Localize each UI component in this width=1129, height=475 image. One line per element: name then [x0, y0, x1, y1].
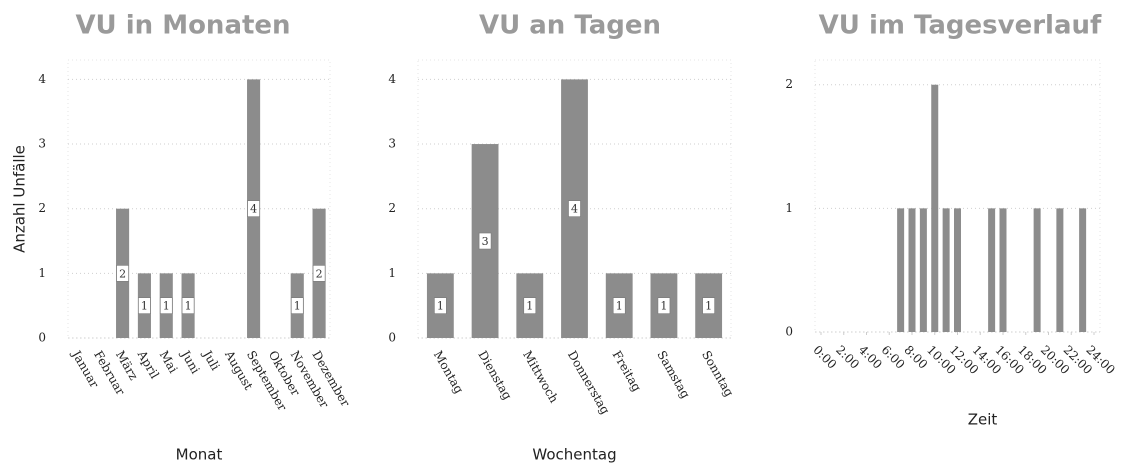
- data-label: 1: [705, 300, 712, 313]
- plot-border: [814, 59, 1101, 333]
- y-tick-label: 3: [38, 137, 46, 151]
- y-tick-label: 4: [38, 72, 46, 86]
- data-label-box: [702, 297, 715, 314]
- data-label: 1: [185, 300, 192, 313]
- data-label: 4: [571, 203, 578, 216]
- data-label-box: [612, 297, 626, 314]
- y-tick-label: 1: [785, 201, 793, 215]
- bar: [908, 208, 916, 332]
- bar: [999, 208, 1007, 332]
- data-label-box: [138, 297, 151, 314]
- chart-title: VU im Tagesverlauf: [819, 11, 1102, 41]
- y-tick-label: 2: [785, 77, 793, 91]
- data-label: 4: [250, 203, 257, 216]
- x-axis-label: Zeit: [968, 411, 998, 429]
- data-label: 1: [616, 300, 623, 313]
- x-tick-label: 8:00: [901, 343, 930, 372]
- chart-title: VU in Monaten: [75, 11, 290, 41]
- x-axis-label: Monat: [176, 446, 223, 464]
- x-tick-label: 4:00: [856, 343, 885, 372]
- data-label-box: [478, 232, 492, 250]
- y-tick-label: 0: [38, 331, 46, 345]
- y-tick-label: 1: [388, 266, 396, 280]
- data-label: 1: [437, 300, 444, 313]
- data-label-box: [159, 297, 173, 314]
- data-label: 1: [294, 300, 301, 313]
- x-axis-label: Wochentag: [532, 446, 616, 464]
- data-label: 1: [141, 300, 148, 313]
- plot-border: [417, 59, 732, 339]
- data-label-box: [523, 297, 537, 314]
- y-tick-label: 2: [388, 201, 396, 215]
- x-tick-label: Freitag: [610, 348, 645, 394]
- data-label-box: [568, 200, 581, 217]
- plot-border: [67, 59, 331, 339]
- data-label: 2: [316, 267, 323, 280]
- data-label: 1: [660, 300, 667, 313]
- data-label-box: [116, 265, 129, 282]
- x-tick-label: Montag: [431, 348, 467, 396]
- data-label: 3: [482, 235, 489, 248]
- data-label-box: [290, 297, 304, 314]
- bar: [942, 208, 950, 332]
- x-tick-label: Samstag: [654, 348, 693, 401]
- x-tick-label: Sonntag: [699, 348, 737, 399]
- bar: [897, 208, 905, 332]
- data-label-box: [434, 297, 447, 314]
- x-tick-label: Dienstag: [475, 348, 514, 402]
- x-tick-label: Donnerstag: [565, 348, 613, 417]
- bar: [988, 208, 996, 332]
- bar: [1056, 208, 1064, 332]
- x-tick-label: 6:00: [879, 343, 908, 372]
- data-label: 2: [119, 267, 126, 280]
- x-tick-label: Mittwoch: [520, 348, 561, 405]
- data-label-box: [657, 297, 671, 314]
- y-tick-label: 0: [388, 331, 396, 345]
- x-tick-label: 2:00: [833, 343, 862, 372]
- data-label-box: [312, 265, 326, 282]
- x-tick-label: Juni: [177, 347, 202, 377]
- data-label-box: [181, 297, 195, 314]
- bar: [1079, 208, 1087, 332]
- y-tick-label: 4: [388, 72, 396, 86]
- bar: [919, 208, 927, 332]
- y-tick-label: 0: [785, 325, 793, 339]
- chart-title: VU an Tagen: [479, 11, 661, 41]
- data-label: 1: [526, 300, 533, 313]
- data-label: 1: [163, 300, 170, 313]
- data-label-box: [247, 200, 260, 217]
- bar: [954, 208, 961, 332]
- y-tick-label: 3: [388, 137, 396, 151]
- y-tick-label: 2: [38, 201, 46, 215]
- bar: [931, 84, 939, 333]
- y-axis-label: Anzahl Unfälle: [11, 145, 29, 253]
- bar: [1033, 208, 1041, 332]
- x-tick-label: 0:00: [810, 343, 839, 372]
- y-tick-label: 1: [38, 266, 46, 280]
